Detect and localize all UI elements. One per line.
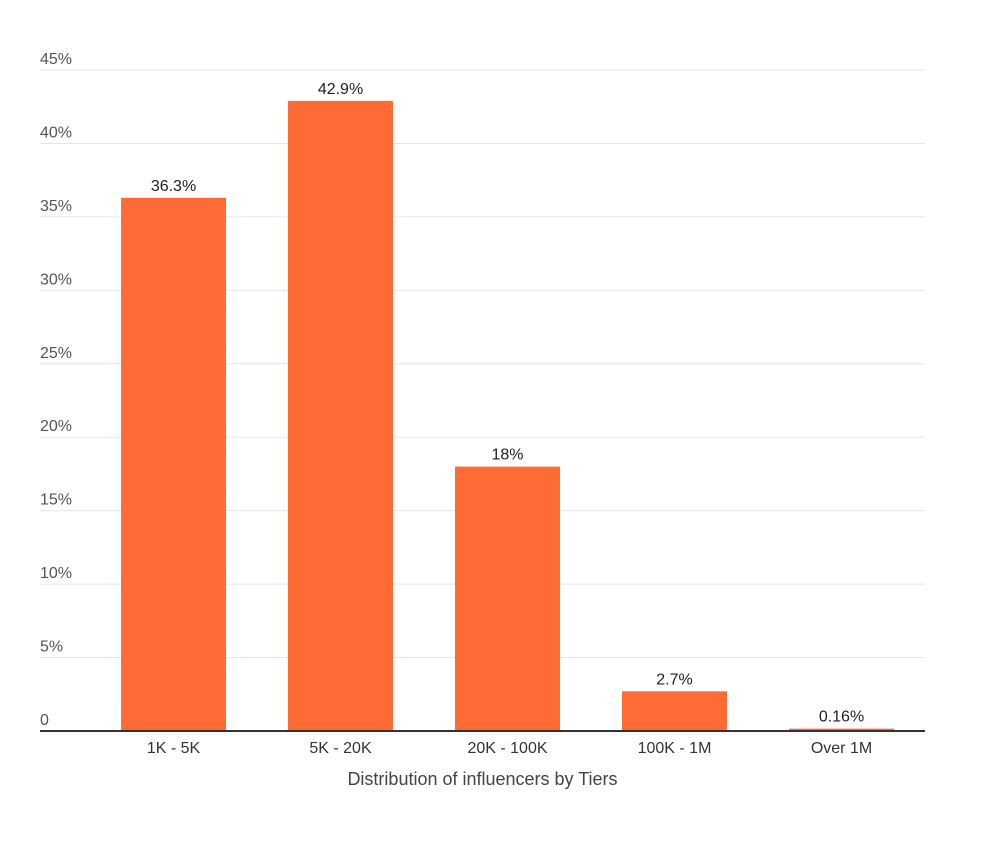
data-label: 42.9% — [318, 81, 363, 98]
bar-5k-20k — [288, 100, 393, 731]
x-category-label: Over 1M — [811, 740, 872, 757]
y-tick-label: 15% — [40, 492, 72, 509]
data-label: 36.3% — [151, 178, 196, 195]
y-tick-label: 25% — [40, 345, 72, 362]
x-category-label: 100K - 1M — [638, 740, 712, 757]
bar-100k-1m — [622, 691, 727, 731]
data-label: 2.7% — [656, 671, 692, 688]
data-label: 18% — [491, 447, 523, 464]
y-tick-label: 0 — [40, 712, 49, 729]
x-axis-categories: 1K - 5K 5K - 20K 20K - 100K 100K - 1M Over 1… — [147, 740, 872, 757]
y-tick-label: 20% — [40, 418, 72, 435]
bar-20k-100k — [455, 466, 560, 731]
bars — [121, 100, 894, 731]
data-labels: 36.3% 42.9% 18% 2.7% 0.16% — [151, 81, 864, 726]
y-tick-label: 35% — [40, 198, 72, 215]
y-tick-label: 30% — [40, 271, 72, 288]
y-axis-ticks: 0 5% 10% 15% 20% 25% 30% 35% 40% 45% — [40, 51, 72, 729]
y-tick-label: 40% — [40, 124, 72, 141]
y-tick-label: 10% — [40, 565, 72, 582]
bar-over-1m — [789, 728, 894, 731]
x-category-label: 20K - 100K — [467, 740, 547, 757]
y-tick-label: 45% — [40, 51, 72, 68]
bar-1k-5k — [121, 197, 226, 731]
x-axis-title: Distribution of influencers by Tiers — [347, 769, 617, 789]
y-tick-label: 5% — [40, 639, 63, 656]
x-category-label: 1K - 5K — [147, 740, 201, 757]
data-label: 0.16% — [819, 709, 864, 726]
x-category-label: 5K - 20K — [309, 740, 372, 757]
